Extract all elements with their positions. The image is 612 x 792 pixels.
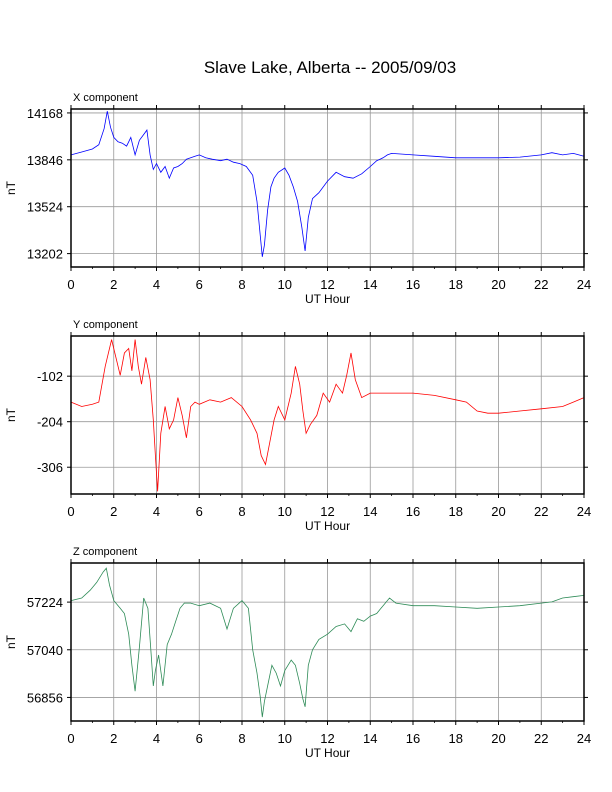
panel-title: Z component	[73, 546, 137, 558]
y-tick-label: -102	[37, 369, 63, 384]
x-tick-label: 14	[363, 277, 377, 292]
x-tick-label: 18	[449, 504, 463, 519]
y-tick-label: 56856	[27, 690, 63, 705]
x-tick-label: 14	[363, 504, 377, 519]
y-tick-label: 13202	[27, 247, 63, 262]
x-tick-label: 6	[196, 731, 203, 746]
x-axis-label: UT Hour	[305, 746, 350, 760]
x-tick-label: 4	[153, 731, 160, 746]
x-tick-label: 14	[363, 731, 377, 746]
x-tick-label: 6	[196, 277, 203, 292]
y-tick-label: 14168	[27, 106, 63, 121]
x-tick-label: 4	[153, 504, 160, 519]
x-tick-label: 16	[406, 731, 420, 746]
y-axis-label: nT	[4, 634, 18, 649]
x-tick-label: 24	[577, 504, 591, 519]
y-tick-label: 57040	[27, 643, 63, 658]
y-tick-label: -306	[37, 460, 63, 475]
x-tick-label: 0	[67, 731, 74, 746]
y-axis-label: nT	[4, 407, 18, 422]
x-tick-label: 24	[577, 277, 591, 292]
panel-title: Y component	[73, 319, 138, 331]
x-tick-label: 2	[110, 731, 117, 746]
x-tick-label: 22	[534, 731, 548, 746]
x-axis-label: UT Hour	[305, 519, 350, 533]
panel-1: 0 2 4 6 8 10 12 14 16 18 20 22 241320213524138461416…	[4, 92, 591, 306]
series-line	[70, 339, 585, 492]
x-tick-label: 18	[449, 277, 463, 292]
y-tick-label: -204	[37, 415, 63, 430]
x-tick-label: 10	[278, 277, 292, 292]
series-line	[70, 567, 585, 718]
x-tick-label: 0	[67, 504, 74, 519]
panel-title: X component	[73, 92, 138, 104]
x-tick-label: 18	[449, 731, 463, 746]
x-tick-label: 20	[491, 504, 505, 519]
x-tick-label: 20	[491, 277, 505, 292]
x-axis-label: UT Hour	[305, 292, 350, 306]
x-tick-label: 6	[196, 504, 203, 519]
x-tick-label: 4	[153, 277, 160, 292]
y-tick-label: 13524	[27, 200, 63, 215]
series-line	[70, 111, 585, 257]
x-tick-label: 8	[238, 731, 245, 746]
x-tick-label: 10	[278, 504, 292, 519]
x-tick-label: 8	[238, 504, 245, 519]
x-tick-label: 24	[577, 731, 591, 746]
y-tick-label: 57224	[27, 595, 63, 610]
x-tick-label: 22	[534, 504, 548, 519]
y-axis-label: nT	[4, 180, 18, 195]
x-tick-label: 10	[278, 731, 292, 746]
x-tick-label: 0	[67, 277, 74, 292]
x-tick-label: 20	[491, 731, 505, 746]
chart-main-title: Slave Lake, Alberta -- 2005/09/03	[203, 58, 457, 77]
x-tick-label: 22	[534, 277, 548, 292]
x-tick-label: 2	[110, 504, 117, 519]
x-tick-label: 12	[320, 731, 334, 746]
x-tick-label: 12	[320, 277, 334, 292]
y-tick-label: 13846	[27, 153, 63, 168]
x-tick-label: 8	[238, 277, 245, 292]
x-tick-label: 12	[320, 504, 334, 519]
x-tick-label: 16	[406, 277, 420, 292]
x-tick-label: 16	[406, 504, 420, 519]
x-tick-label: 2	[110, 277, 117, 292]
